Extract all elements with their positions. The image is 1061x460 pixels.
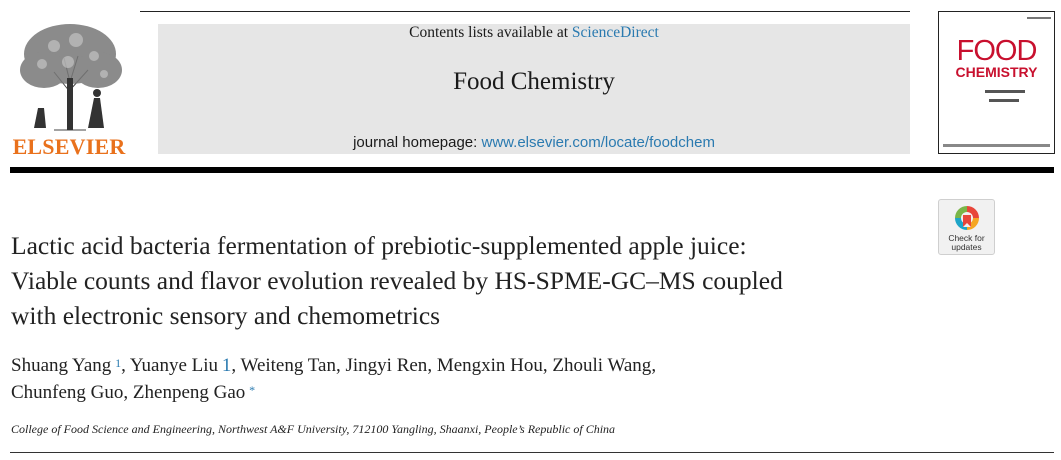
- sciencedirect-link[interactable]: ScienceDirect: [571, 24, 659, 41]
- cover-title-chemistry: CHEMISTRY: [955, 64, 1038, 80]
- check-updates-label: Check for updates: [939, 234, 994, 252]
- check-updates-label-line2: updates: [951, 242, 982, 252]
- author-name[interactable]: Chunfeng Guo: [11, 382, 124, 403]
- cover-footer-bar: [943, 144, 1050, 147]
- author-list: Shuang Yang 1, Yuanye Liu 1, Weiteng Tan…: [11, 352, 911, 406]
- check-updates-label-line1: Check for: [948, 233, 985, 243]
- check-updates-icon: [955, 206, 979, 230]
- author-line-2: Chunfeng Guo, Zhenpeng Gao *: [11, 382, 256, 403]
- author-line-1: Shuang Yang 1, Yuanye Liu 1, Weiteng Tan…: [11, 355, 657, 376]
- cover-editor-line: [985, 90, 1025, 93]
- author-affiliation: College of Food Science and Engineering,…: [11, 422, 616, 436]
- author-name[interactable]: Zhouli Wang: [552, 355, 652, 376]
- author-name[interactable]: Shuang Yang: [11, 355, 112, 376]
- header-bottom-rule: [10, 452, 1054, 453]
- elsevier-logo[interactable]: ELSEVIER: [8, 20, 130, 160]
- title-line: Viable counts and flavor evolution revea…: [11, 266, 783, 295]
- cover-editor-name: [989, 99, 1019, 102]
- title-line: with electronic sensory and chemometrics: [11, 301, 441, 330]
- corresponding-author-mark[interactable]: *: [249, 383, 256, 397]
- homepage-prefix: journal homepage:: [353, 134, 482, 151]
- author-name[interactable]: Jingyi Ren: [345, 355, 428, 376]
- author-name[interactable]: Weiteng Tan: [240, 355, 336, 376]
- elsevier-wordmark: ELSEVIER: [12, 134, 126, 159]
- author-name[interactable]: Mengxin Hou: [436, 355, 543, 376]
- cover-title-food: FOOD: [956, 35, 1038, 67]
- cover-issn-mark: [1027, 17, 1051, 19]
- check-for-updates-button[interactable]: Check for updates: [938, 199, 995, 255]
- contents-line: Contents lists available at ScienceDirec…: [158, 24, 910, 42]
- author-name[interactable]: Yuanye Liu: [129, 355, 219, 376]
- journal-cover-thumbnail[interactable]: FOOD CHEMISTRY: [938, 11, 1055, 154]
- author-footnote-mark[interactable]: 1: [115, 356, 122, 370]
- journal-name[interactable]: Food Chemistry: [453, 68, 615, 95]
- journal-homepage-link[interactable]: www.elsevier.com/locate/foodchem: [481, 134, 715, 151]
- author-footnote-mark[interactable]: 1: [221, 355, 232, 376]
- contents-prefix: Contents lists available at: [409, 24, 572, 41]
- homepage-line: journal homepage: www.elsevier.com/locat…: [158, 134, 910, 151]
- title-line: Lactic acid bacteria fermentation of pre…: [11, 231, 747, 260]
- elsevier-tree-icon: [20, 24, 122, 131]
- header-thick-rule: [10, 167, 1054, 173]
- author-name[interactable]: Zhenpeng Gao: [132, 382, 246, 403]
- header-top-rule: [140, 11, 910, 12]
- journal-banner: Contents lists available at ScienceDirec…: [158, 24, 910, 154]
- article-title: Lactic acid bacteria fermentation of pre…: [11, 228, 911, 333]
